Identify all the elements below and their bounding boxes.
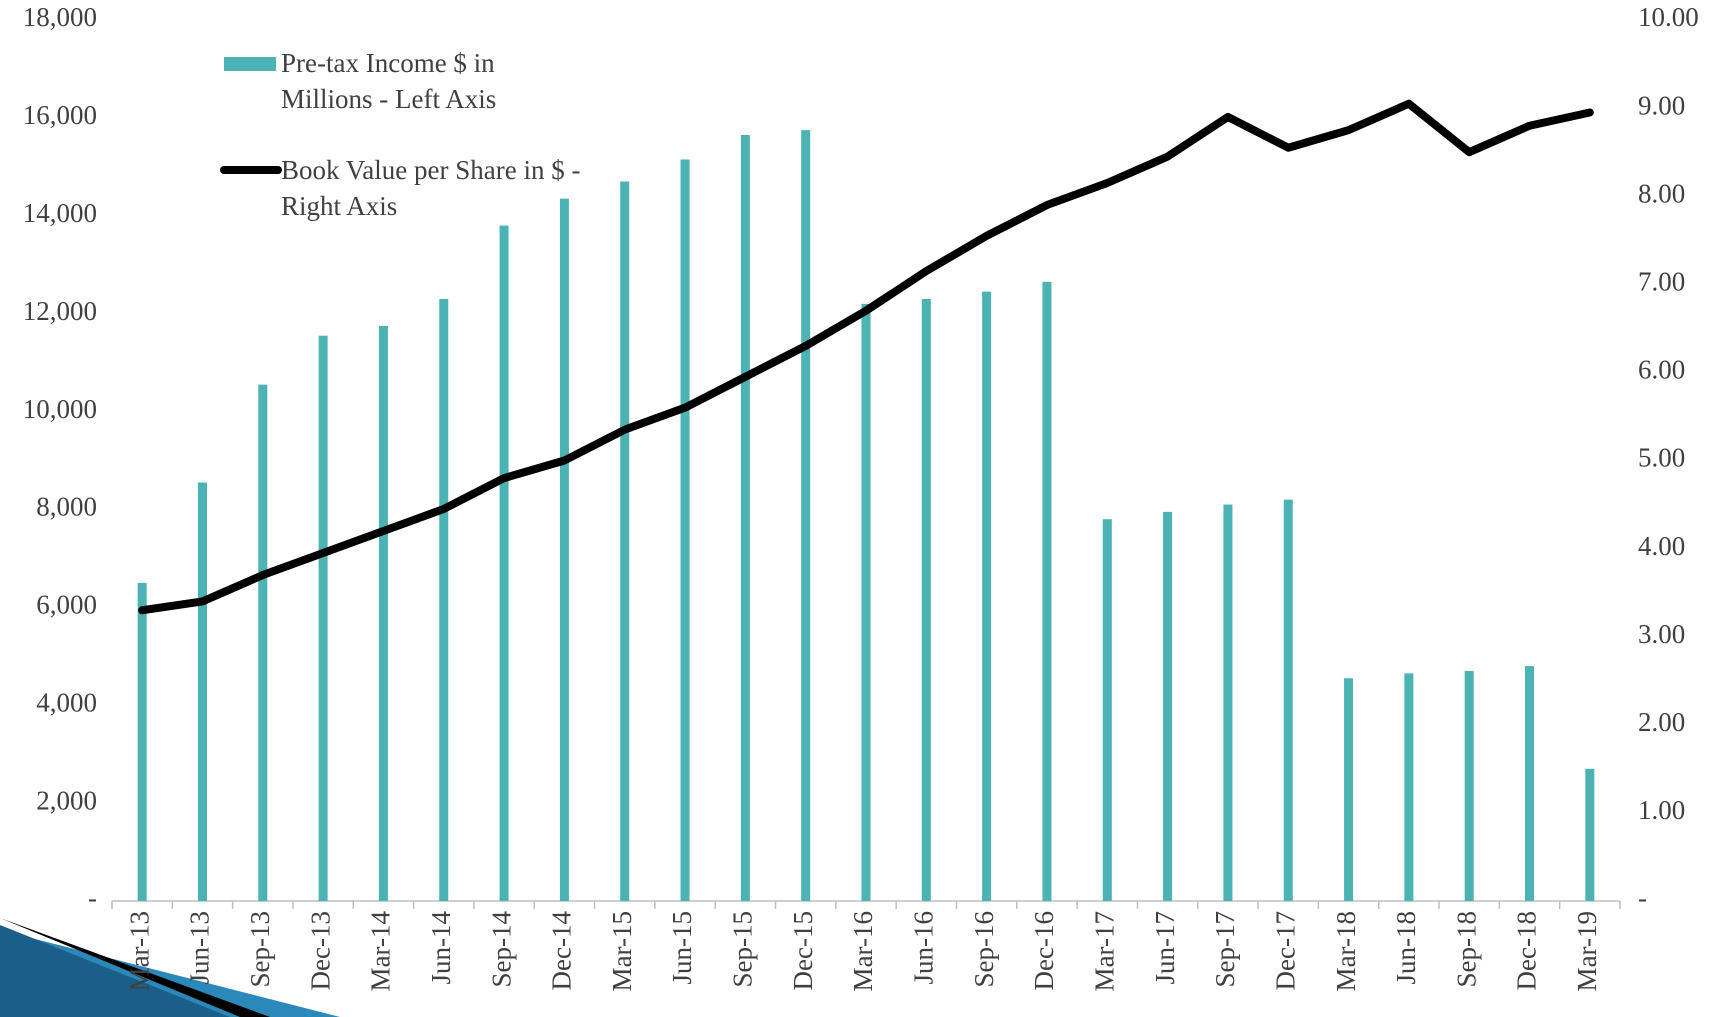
bar	[137, 582, 147, 901]
y-tick-label: 4,000	[36, 687, 97, 717]
x-tick-label: Mar-16	[848, 911, 878, 991]
x-tick-label: Dec-14	[547, 911, 577, 991]
bar	[620, 181, 630, 901]
legend-swatch	[224, 57, 276, 71]
bar	[1404, 673, 1414, 901]
y-tick-label: 6,000	[36, 590, 97, 620]
bar	[740, 135, 750, 902]
y2-tick-label: 6.00	[1638, 355, 1685, 385]
x-tick-label: Sep-18	[1451, 911, 1481, 988]
x-tick-label: Mar-14	[366, 911, 396, 992]
y-tick-label: 12,000	[23, 296, 97, 326]
x-tick-label: Jun-18	[1391, 911, 1421, 985]
y2-tick-label: 2.00	[1638, 707, 1685, 737]
y-tick-label: 2,000	[36, 785, 97, 815]
x-tick-label: Mar-15	[607, 911, 637, 991]
y2-tick-label: 10.00	[1638, 2, 1699, 32]
decoration	[0, 925, 230, 1017]
x-tick-label: Jun-16	[909, 911, 939, 985]
y2-tick-label: 7.00	[1638, 267, 1685, 297]
bar	[1283, 499, 1293, 901]
bar	[1163, 511, 1173, 901]
x-tick-label: Dec-16	[1029, 911, 1059, 990]
legend-label: Book Value per Share in $ - Right Axis	[281, 155, 581, 221]
x-tick-label: Jun-15	[667, 911, 697, 985]
x-tick-label: Jun-14	[426, 911, 456, 985]
x-tick-label: Mar-18	[1331, 911, 1361, 991]
bar	[982, 291, 992, 901]
bar	[1464, 670, 1474, 901]
x-tick-label: Sep-16	[969, 911, 999, 988]
y2-tick-label: 9.00	[1638, 90, 1685, 120]
x-tick-label: Mar-13	[124, 911, 154, 991]
bar	[1585, 768, 1595, 901]
x-tick-label: Sep-17	[1210, 911, 1240, 988]
x-tick-label: Sep-13	[245, 911, 275, 988]
x-tick-label: Sep-14	[486, 911, 516, 988]
bar	[258, 384, 268, 901]
bar	[921, 298, 931, 901]
bar	[197, 482, 207, 901]
bar	[1344, 678, 1354, 901]
x-tick-label: Mar-17	[1089, 911, 1119, 991]
y2-tick-label: 5.00	[1638, 443, 1685, 473]
y2-tick-label: 1.00	[1638, 795, 1685, 825]
y2-tick-label: 3.00	[1638, 619, 1685, 649]
bar	[680, 159, 690, 901]
bar	[318, 335, 328, 902]
x-tick-label: Dec-15	[788, 911, 818, 990]
y-tick-label: 10,000	[23, 394, 97, 424]
x-tick-label: Jun-13	[185, 911, 215, 985]
x-tick-label: Mar-19	[1572, 911, 1602, 991]
x-tick-label: Sep-15	[728, 911, 758, 988]
bar	[378, 325, 388, 901]
y-tick-label: 8,000	[36, 492, 97, 522]
bar	[499, 225, 509, 902]
y2-tick-label: 8.00	[1638, 178, 1685, 208]
bar	[1102, 519, 1112, 901]
x-tick-label: Jun-17	[1150, 911, 1180, 985]
bar	[559, 198, 569, 901]
y2-tick-label: -	[1638, 883, 1647, 913]
legend-label: Pre-tax Income $ in Millions - Left Axis	[281, 48, 497, 114]
y-tick-label: 18,000	[23, 2, 97, 32]
y-tick-label: 14,000	[23, 198, 97, 228]
line	[138, 99, 1594, 615]
bar	[439, 298, 449, 901]
x-tick-label: Dec-18	[1512, 911, 1542, 990]
bar	[861, 303, 871, 901]
bar	[1042, 281, 1052, 901]
bar	[1223, 504, 1233, 901]
y-tick-label: 16,000	[23, 100, 97, 130]
x-tick-label: Dec-17	[1270, 911, 1300, 990]
bar	[1525, 666, 1535, 901]
y-tick-label: -	[88, 883, 97, 913]
decoration	[0, 918, 270, 1017]
x-tick-label: Dec-13	[305, 911, 335, 990]
bar	[801, 130, 811, 901]
y2-tick-label: 4.00	[1638, 531, 1685, 561]
